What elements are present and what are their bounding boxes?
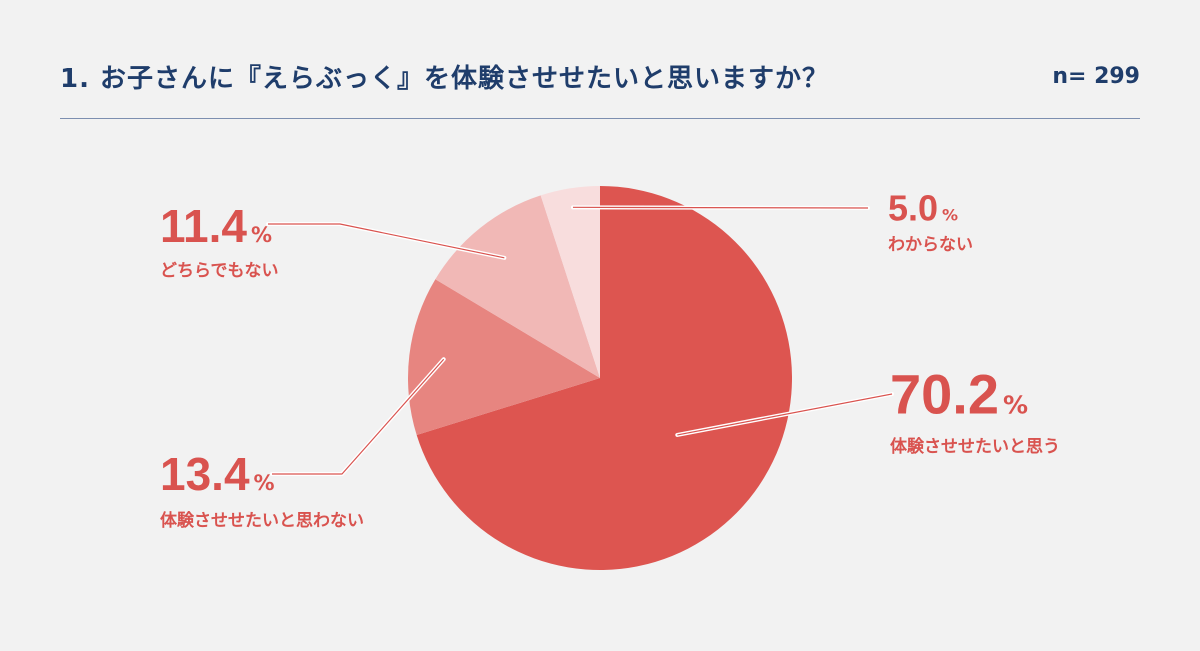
slice-percent-label: 5.0% — [888, 188, 958, 229]
slice-category-label: 体験させせたいと思う — [890, 436, 1060, 457]
leader-line — [272, 358, 445, 475]
chart-title: 1. お子さんに『えらぶっく』を体験させせたいと思いますか？ — [60, 64, 830, 94]
slice-category-label: 体験させせたいと思わない — [160, 510, 364, 531]
slice-percent-label: 13.4% — [160, 448, 275, 500]
slice-percent-label: 70.2% — [890, 363, 1028, 426]
pie-slice — [540, 186, 600, 378]
sample-size: n= 299 — [1052, 64, 1140, 89]
slice-percent-label: 11.4% — [160, 200, 272, 252]
pie-slice — [416, 186, 793, 570]
leader-line — [677, 393, 893, 436]
slice-category-label: わからない — [888, 235, 973, 255]
leader-line — [268, 223, 505, 259]
title-divider — [60, 118, 1140, 119]
slice-category-label: どちらでもない — [160, 261, 279, 281]
leader-line — [572, 206, 869, 209]
pie-slice — [435, 195, 600, 378]
pie-slice — [408, 279, 600, 436]
